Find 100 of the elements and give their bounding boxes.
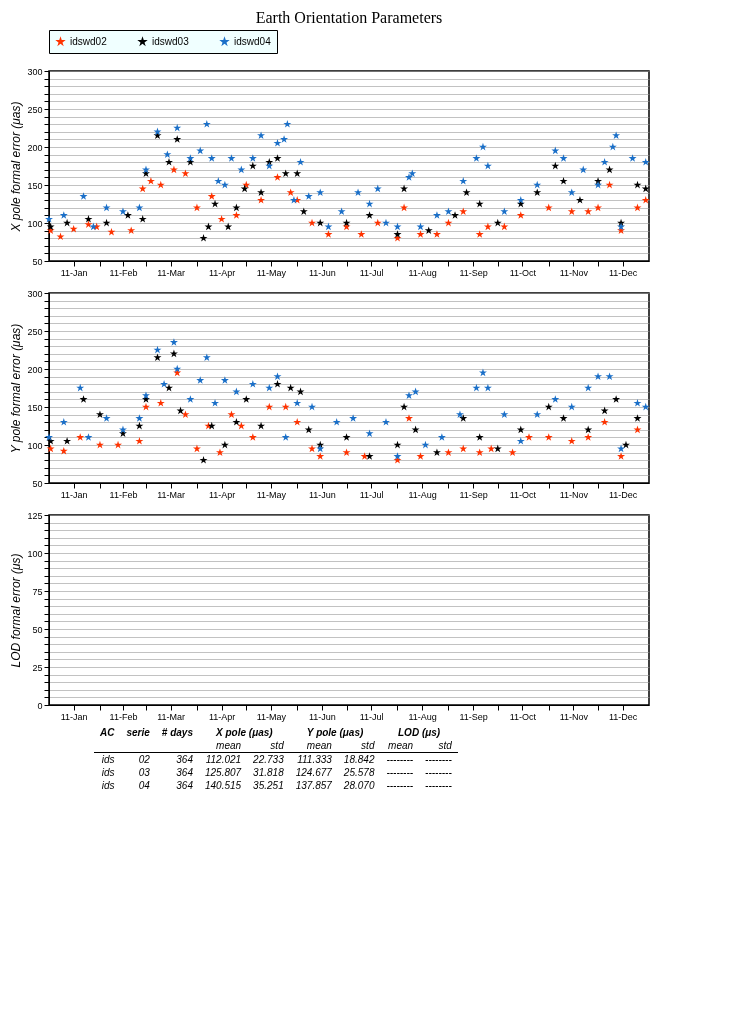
x-tick-label: 11-Aug — [408, 267, 437, 278]
x-tick-label: 11-Apr — [208, 267, 236, 278]
x-tick-label: 11-Oct — [509, 711, 537, 722]
y-axis-title: Y pole formal error (μas) — [9, 323, 24, 454]
y-tick-label: 50 — [32, 478, 43, 489]
y-tick-label: 250 — [27, 104, 43, 115]
y-tick-label: 100 — [27, 218, 43, 229]
text: 18.842 — [342, 753, 376, 766]
x-tick-label: 11-Nov — [559, 711, 589, 722]
x-tick-label: 11-Oct — [509, 489, 537, 500]
text: 124.677 — [294, 766, 333, 779]
x-tick-label: 11-Dec — [609, 267, 638, 278]
y-tick-label: 100 — [27, 440, 43, 451]
text: 111.333 — [296, 753, 333, 766]
y-tick-label: 75 — [32, 586, 43, 597]
y-tick-label: 125 — [27, 510, 43, 521]
x-tick-label: 11-Mar — [157, 711, 186, 722]
x-tick-label: 11-Aug — [408, 489, 437, 500]
x-tick-label: 11-Dec — [609, 489, 638, 500]
y-tick-label: 200 — [27, 142, 43, 153]
text: std — [419, 739, 458, 753]
text: std — [247, 739, 290, 753]
x-tick-label: 11-Oct — [509, 267, 537, 278]
y-tick-label: 100 — [27, 548, 43, 559]
x-tick-label: 11-Apr — [208, 489, 236, 500]
x-tick-label: 11-Jan — [60, 267, 88, 278]
x-tick-label: 11-May — [256, 267, 287, 278]
x-tick-label: 11-Feb — [109, 711, 138, 722]
x-tick-label: 11-Jun — [308, 489, 336, 500]
text: 364 — [175, 766, 194, 779]
y-tick-label: 300 — [27, 288, 43, 299]
text: mean — [198, 739, 248, 753]
y-axis-title: LOD formal error (μs) — [9, 553, 24, 668]
text: 22.733 — [252, 753, 285, 766]
x-tick-label: 11-Jul — [359, 489, 384, 500]
x-tick-label: 11-May — [256, 489, 287, 500]
text: 28.070 — [342, 779, 376, 792]
y-tick-label: 150 — [27, 180, 43, 191]
chart-title: Earth Orientation Parameters — [255, 8, 443, 26]
x-tick-label: 11-Mar — [157, 267, 186, 278]
y-tick-label: 50 — [32, 256, 43, 267]
legend-label: idswd04 — [234, 35, 272, 47]
text: 364 — [175, 753, 194, 766]
x-tick-label: 11-Sep — [459, 267, 488, 278]
text: 02 — [137, 753, 151, 766]
x-tick-label: 11-Nov — [559, 267, 589, 278]
text: -------- — [424, 766, 453, 779]
x-tick-label: 11-Sep — [459, 489, 488, 500]
text: X pole (μas) — [215, 726, 274, 739]
text: 31.818 — [252, 766, 285, 779]
x-tick-label: 11-Jan — [60, 489, 88, 500]
text: 04 — [137, 779, 151, 792]
x-tick-label: 11-Mar — [157, 489, 186, 500]
y-tick-label: 50 — [32, 624, 43, 635]
y-tick-label: 25 — [32, 662, 43, 673]
text: ids — [100, 753, 116, 766]
legend-label: idswd02 — [70, 35, 108, 47]
x-tick-label: 11-Aug — [408, 711, 437, 722]
text: 112.021 — [204, 753, 243, 766]
x-tick-label: 11-May — [256, 711, 287, 722]
y-axis-title: X pole formal error (μas) — [9, 101, 24, 233]
x-tick-label: 11-Jun — [308, 267, 336, 278]
y-tick-label: 0 — [37, 700, 43, 711]
x-tick-label: 11-Sep — [459, 711, 488, 722]
x-tick-label: 11-Feb — [109, 267, 138, 278]
y-tick-label: 300 — [27, 66, 43, 77]
text: 125.807 — [203, 766, 243, 779]
text: std — [337, 739, 381, 753]
text: 25.578 — [342, 766, 376, 779]
x-tick-label: 11-Jun — [308, 711, 336, 722]
text: ids — [100, 766, 116, 779]
text: mean — [380, 739, 420, 753]
text: LOD (μs) — [397, 726, 442, 739]
legend-label: idswd03 — [152, 35, 190, 47]
y-tick-label: 150 — [27, 402, 43, 413]
text: -------- — [385, 753, 415, 766]
text: 364 — [175, 779, 194, 792]
text: 137.857 — [294, 779, 333, 792]
text: mean — [289, 739, 338, 753]
text: 03 — [137, 766, 151, 779]
x-tick-label: 11-Dec — [609, 711, 638, 722]
text: ids — [100, 779, 116, 792]
y-tick-label: 250 — [27, 326, 43, 337]
text: 140.515 — [203, 779, 243, 792]
text: serie — [125, 726, 151, 739]
y-tick-label: 200 — [27, 364, 43, 375]
text: AC — [99, 726, 116, 739]
x-tick-label: 11-Jan — [60, 711, 88, 722]
text: -------- — [424, 779, 453, 792]
text: -------- — [385, 779, 415, 792]
text: 35.251 — [252, 779, 285, 792]
text: Y pole (μas) — [305, 726, 365, 739]
x-tick-label: 11-Jul — [359, 711, 384, 722]
text: -------- — [424, 753, 453, 766]
x-tick-label: 11-Nov — [559, 489, 589, 500]
x-tick-label: 11-Feb — [109, 489, 138, 500]
text: -------- — [385, 766, 415, 779]
x-tick-label: 11-Jul — [359, 267, 384, 278]
x-tick-label: 11-Apr — [208, 711, 236, 722]
text: # days — [160, 726, 194, 739]
